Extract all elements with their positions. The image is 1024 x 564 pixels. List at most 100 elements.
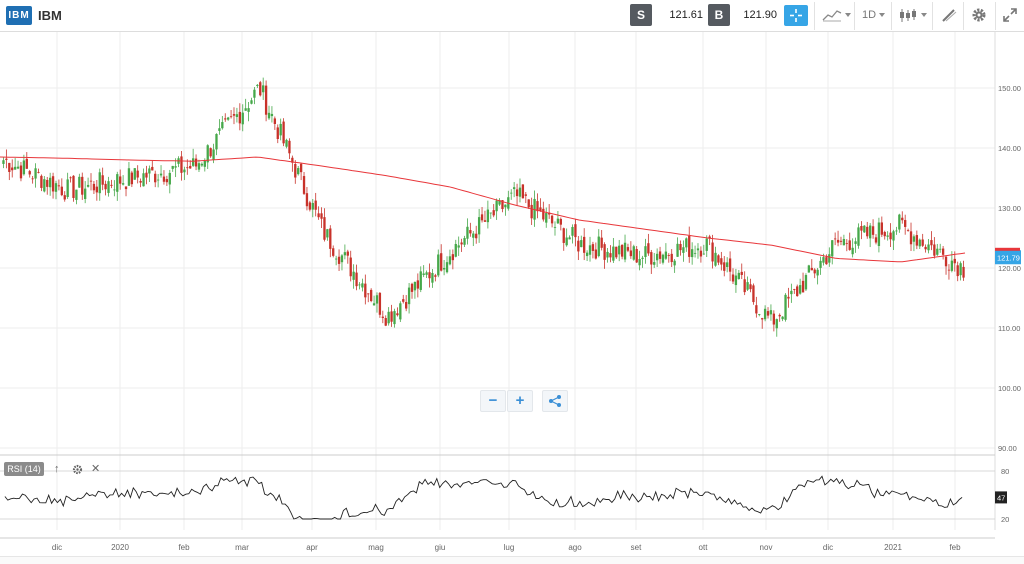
date-tick-label: 2020	[111, 543, 129, 552]
candle-body	[437, 254, 440, 276]
date-tick-label: ago	[568, 543, 582, 552]
candlestick-series	[2, 77, 965, 337]
candle-body	[410, 283, 414, 292]
rsi-tick-label: 80	[1001, 467, 1009, 476]
candle-body	[262, 85, 265, 93]
candle-body	[116, 174, 119, 192]
candle-body	[86, 184, 90, 187]
candle-body	[676, 243, 679, 257]
candle-body	[904, 220, 907, 227]
timeframe-selector[interactable]: 1D	[862, 5, 886, 26]
candle-body	[906, 230, 910, 232]
candle-body	[413, 281, 417, 291]
candle-body	[130, 172, 134, 185]
candle-body	[51, 176, 55, 192]
rsi-current-tag	[995, 491, 1007, 504]
candle-style-button[interactable]	[898, 5, 927, 26]
candle-body	[921, 239, 924, 246]
candle-body	[939, 248, 942, 250]
candle-body	[585, 252, 589, 257]
candle-body	[909, 231, 913, 245]
candle-body	[542, 208, 545, 220]
candle-body	[270, 113, 274, 117]
candle-body	[717, 255, 720, 263]
draw-button[interactable]	[940, 5, 958, 26]
candle-body	[200, 163, 204, 166]
candle-body	[235, 114, 239, 117]
candle-body	[796, 286, 799, 297]
candle-body	[483, 220, 487, 222]
candle-body	[804, 275, 808, 290]
price-chart[interactable]: dic 2020 feb mar apr mag giu lug ago set ott nov dic…	[0, 32, 1024, 554]
candle-body	[693, 252, 697, 254]
candle-body	[399, 303, 402, 320]
candle-body	[454, 243, 457, 257]
candle-body	[142, 173, 145, 187]
candle-body	[346, 251, 349, 256]
candle-body	[168, 172, 171, 185]
candle-body	[334, 258, 338, 260]
candle-body	[959, 263, 962, 276]
candle-body	[562, 228, 565, 243]
candle-body	[11, 167, 14, 171]
candle-body	[457, 245, 460, 248]
candle-body	[34, 168, 37, 179]
axis-labels: dic 2020 feb mar apr mag giu lug ago set ott nov dic…	[52, 84, 1021, 552]
candle-body	[766, 311, 770, 316]
arrow-up-icon[interactable]: ↑	[54, 463, 60, 475]
bottom-scroll-strip[interactable]	[0, 556, 1024, 564]
candle-body	[609, 253, 612, 258]
candle-body	[101, 175, 104, 185]
candle-body	[822, 257, 825, 263]
sell-button[interactable]: S	[630, 4, 652, 26]
candle-body	[407, 287, 411, 305]
rsi-settings-button[interactable]	[72, 462, 83, 476]
close-icon[interactable]: ✕	[91, 463, 101, 475]
candle-body	[568, 237, 571, 240]
chart-type-button[interactable]	[822, 5, 851, 26]
candle-body	[661, 254, 665, 263]
date-tick-label: feb	[178, 543, 190, 552]
toolbar-divider	[814, 2, 815, 30]
moving-average-line	[0, 156, 966, 263]
zoom-out-button[interactable]: −	[480, 390, 506, 412]
candle-body	[860, 225, 863, 231]
candle-body	[679, 244, 682, 251]
share-button[interactable]	[542, 390, 568, 412]
candle-body	[623, 242, 627, 260]
candle-body	[918, 239, 921, 247]
candle-body	[778, 314, 781, 317]
candle-body	[734, 275, 738, 286]
buy-button[interactable]: B	[708, 4, 730, 26]
buy-price: 121.90	[743, 9, 777, 21]
candle-body	[48, 177, 52, 188]
candle-body	[393, 311, 396, 325]
candle-body	[475, 233, 478, 239]
candle-body	[329, 228, 332, 249]
candle-body	[512, 187, 516, 190]
candle-body	[19, 165, 23, 179]
zoom-in-button[interactable]: +	[507, 390, 533, 412]
candle-body	[320, 213, 323, 219]
candle-body	[57, 185, 61, 187]
fullscreen-button[interactable]	[1002, 5, 1018, 26]
rsi-indicator-label[interactable]: RSI (14)	[4, 462, 44, 476]
candle-body	[378, 292, 382, 315]
candle-body	[183, 169, 186, 173]
symbol-title: IBM	[38, 8, 62, 23]
candle-body	[524, 194, 527, 196]
candle-body	[915, 235, 919, 246]
chevron-down-icon	[921, 13, 927, 18]
settings-button[interactable]	[971, 5, 987, 26]
crosshair-button[interactable]	[784, 5, 808, 26]
date-tick-label: 2021	[884, 543, 902, 552]
candle-body	[291, 157, 294, 163]
toolbar: IBM IBM S 121.61 B 121.90 1D	[0, 0, 1024, 32]
toolbar-divider	[891, 2, 892, 30]
candle-body	[883, 231, 886, 237]
candle-body	[148, 168, 151, 174]
candle-body	[901, 217, 904, 221]
candle-body	[813, 269, 816, 274]
candle-body	[956, 265, 959, 277]
candle-body	[714, 252, 717, 266]
